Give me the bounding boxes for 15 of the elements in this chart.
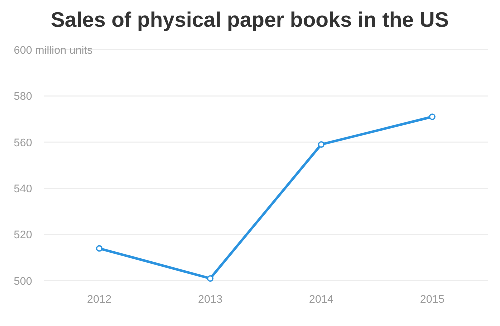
x-tick-label: 2015 (420, 294, 445, 306)
point (207, 275, 214, 282)
point (96, 245, 103, 252)
y-tick-label: 500 (14, 276, 32, 288)
chart-title: Sales of physical paper books in the US (51, 9, 449, 32)
y-tick-label: 600 million units (14, 44, 94, 57)
y-tick-label: 540 (14, 183, 32, 196)
x-tick-label: 2012 (87, 294, 112, 306)
x-tick-label: 2013 (198, 294, 223, 306)
y-tick-label: 560 (14, 137, 32, 150)
y-tick-label: 520 (14, 230, 32, 242)
point (429, 114, 436, 120)
y-tick-label: 580 (14, 91, 32, 104)
x-tick-label: 2014 (309, 294, 334, 306)
point (318, 141, 325, 148)
